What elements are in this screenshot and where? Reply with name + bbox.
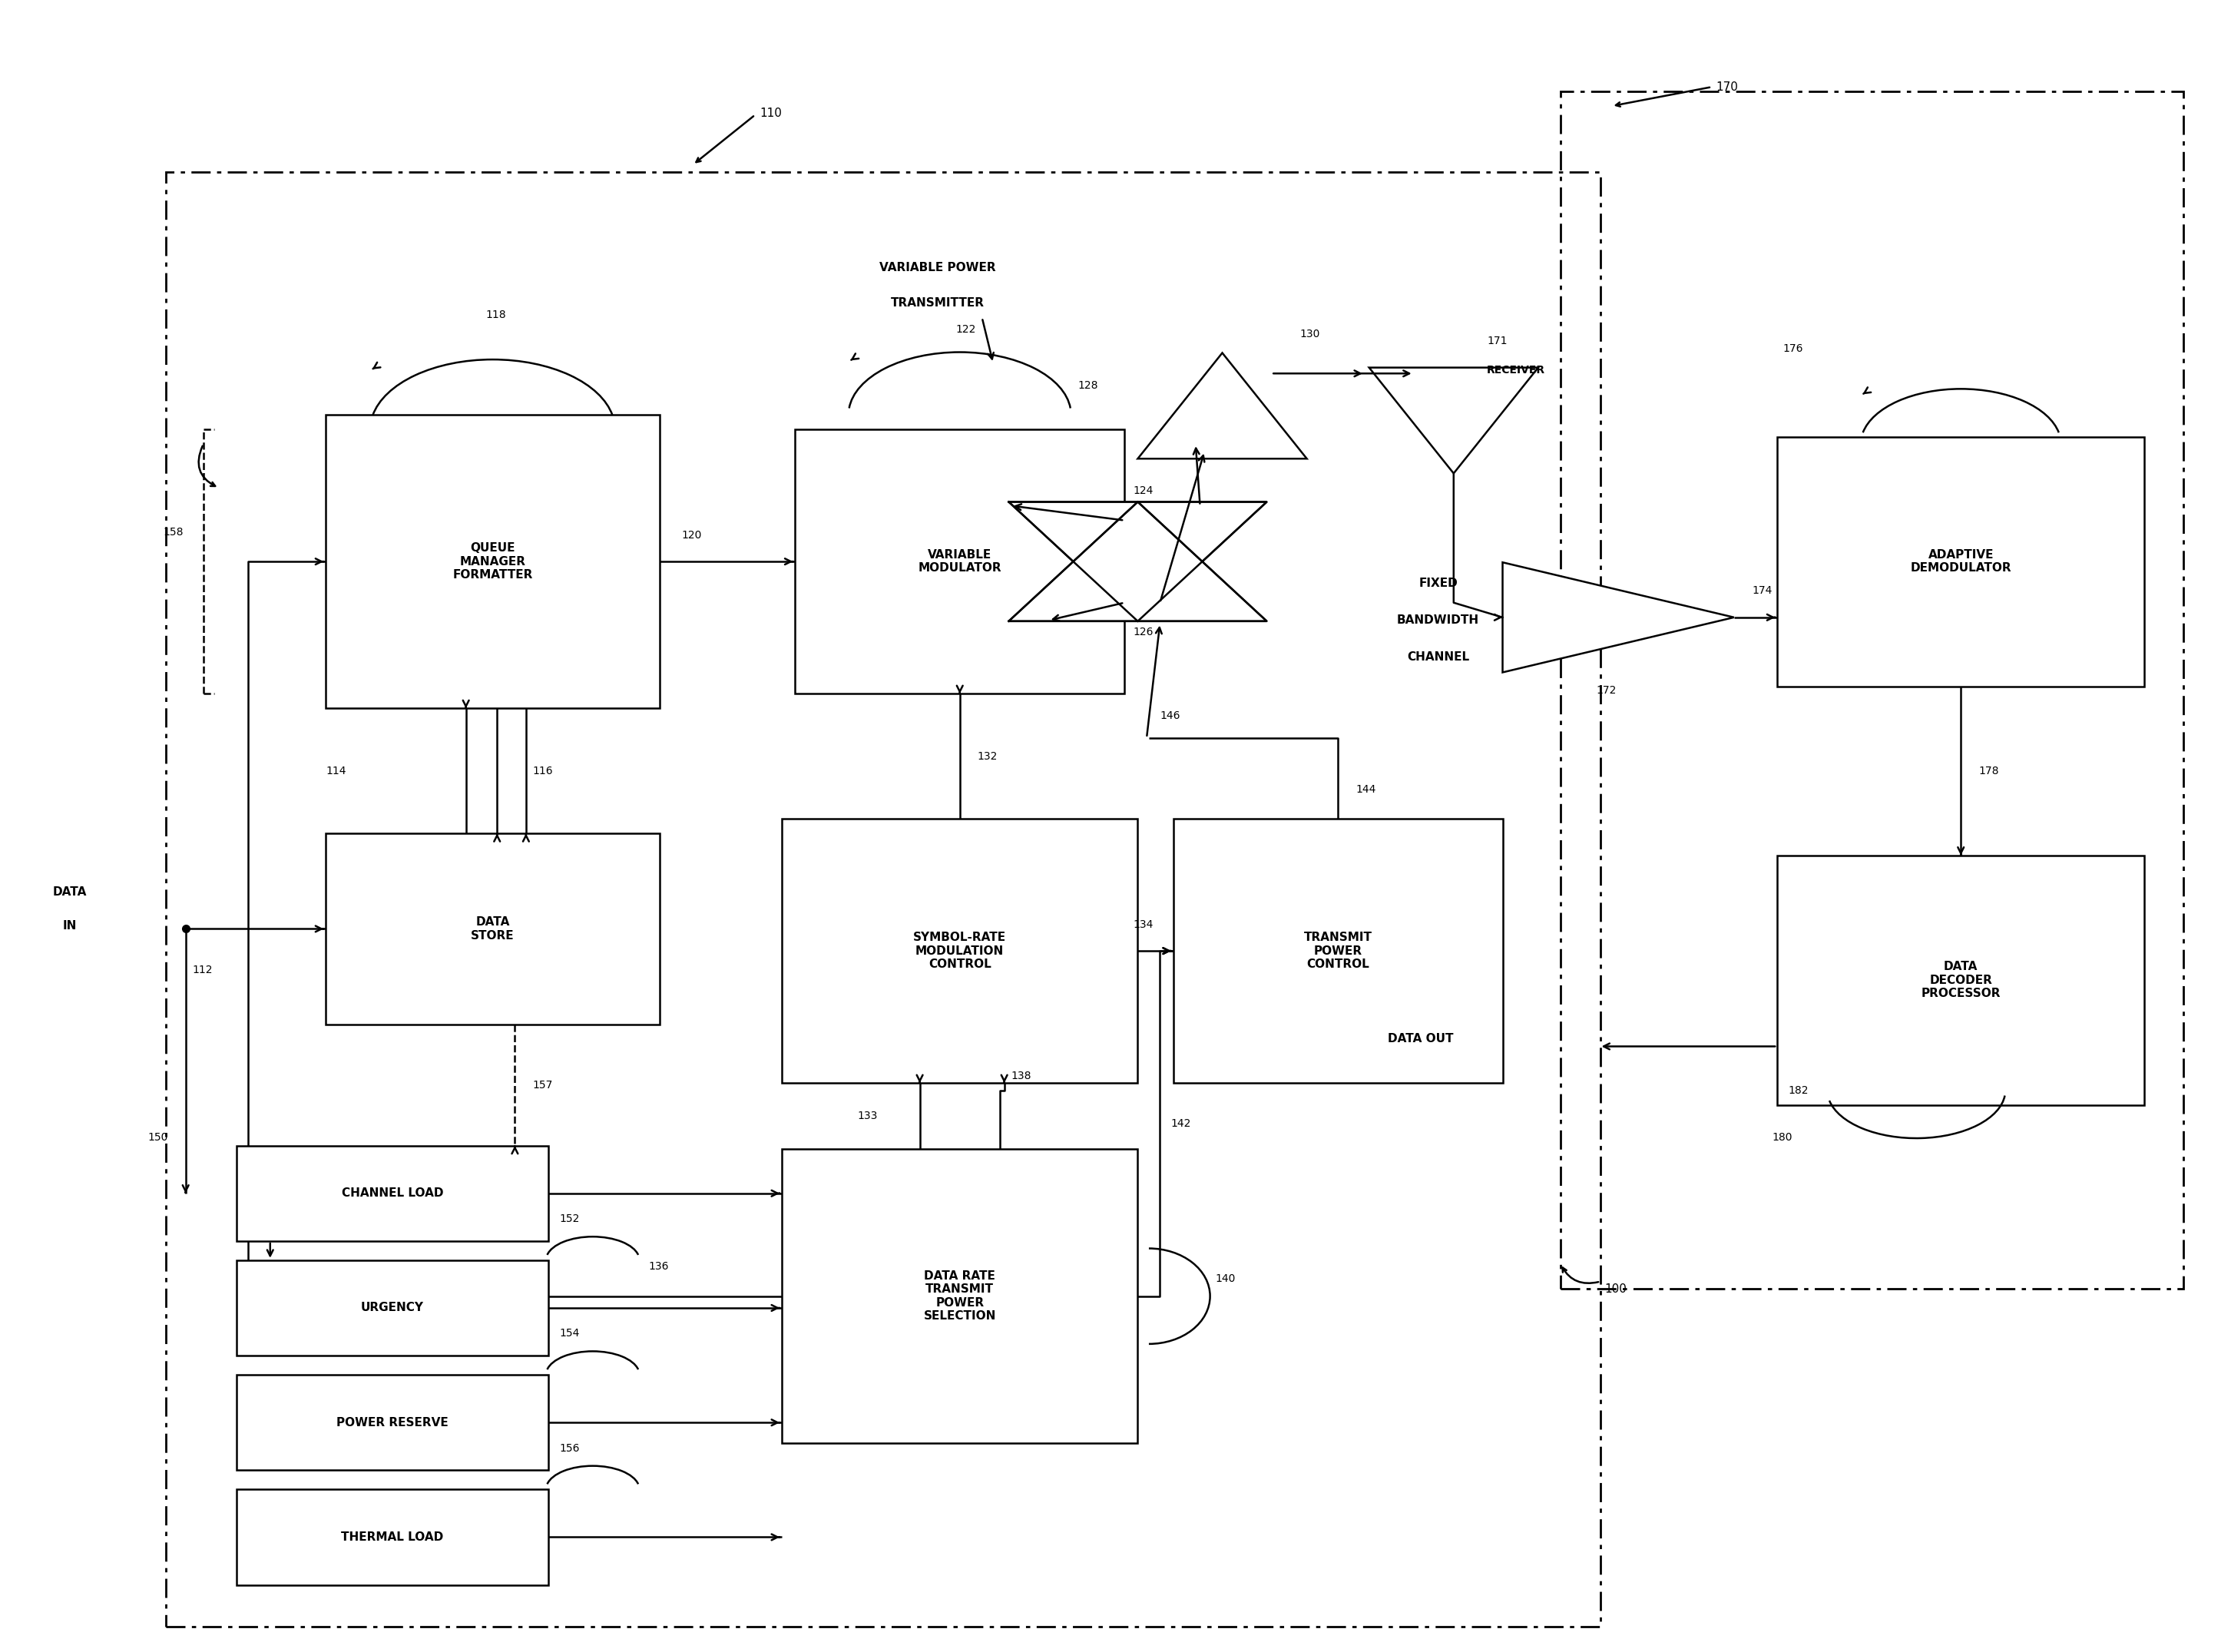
Text: 174: 174 xyxy=(1751,585,1771,596)
Bar xyxy=(1559,91,2184,1289)
Text: 144: 144 xyxy=(1356,785,1377,795)
Text: 171: 171 xyxy=(1488,335,1508,347)
FancyBboxPatch shape xyxy=(1174,819,1504,1084)
Text: ADAPTIVE
DEMODULATOR: ADAPTIVE DEMODULATOR xyxy=(1910,548,2012,573)
Text: 170: 170 xyxy=(1716,81,1738,93)
Text: 138: 138 xyxy=(1011,1070,1031,1080)
Text: 140: 140 xyxy=(1216,1274,1236,1284)
Text: SYMBOL-RATE
MODULATION
CONTROL: SYMBOL-RATE MODULATION CONTROL xyxy=(912,932,1006,970)
FancyBboxPatch shape xyxy=(781,1150,1138,1444)
FancyBboxPatch shape xyxy=(236,1490,549,1584)
Text: 116: 116 xyxy=(533,765,553,776)
Text: IN: IN xyxy=(62,920,78,932)
Text: 118: 118 xyxy=(486,309,506,320)
Text: 128: 128 xyxy=(1078,380,1098,390)
Text: 134: 134 xyxy=(1133,919,1153,930)
Text: 154: 154 xyxy=(560,1328,580,1340)
Text: 100: 100 xyxy=(1604,1284,1626,1295)
Text: 176: 176 xyxy=(1783,344,1803,354)
Text: DATA: DATA xyxy=(54,887,87,899)
Text: CHANNEL LOAD: CHANNEL LOAD xyxy=(341,1188,444,1199)
FancyBboxPatch shape xyxy=(326,415,660,709)
Text: VARIABLE POWER: VARIABLE POWER xyxy=(879,263,995,274)
FancyBboxPatch shape xyxy=(1778,856,2144,1105)
Text: 122: 122 xyxy=(955,324,975,335)
Text: 124: 124 xyxy=(1133,486,1153,496)
Text: DATA OUT: DATA OUT xyxy=(1388,1032,1455,1044)
FancyBboxPatch shape xyxy=(236,1374,549,1470)
FancyBboxPatch shape xyxy=(236,1145,549,1241)
Text: 132: 132 xyxy=(977,750,997,762)
Text: RECEIVER: RECEIVER xyxy=(1488,365,1546,377)
Text: TRANSMIT
POWER
CONTROL: TRANSMIT POWER CONTROL xyxy=(1303,932,1372,970)
FancyBboxPatch shape xyxy=(1778,436,2144,687)
Text: VARIABLE
MODULATOR: VARIABLE MODULATOR xyxy=(919,548,1002,573)
Text: 172: 172 xyxy=(1595,686,1615,695)
Text: 120: 120 xyxy=(683,530,703,540)
FancyBboxPatch shape xyxy=(794,430,1124,694)
FancyBboxPatch shape xyxy=(781,819,1138,1084)
Text: 150: 150 xyxy=(147,1132,167,1143)
Text: TRANSMITTER: TRANSMITTER xyxy=(890,297,984,309)
Text: CHANNEL: CHANNEL xyxy=(1408,651,1470,662)
Polygon shape xyxy=(1370,368,1537,474)
Text: BANDWIDTH: BANDWIDTH xyxy=(1397,615,1479,626)
Text: DATA
STORE: DATA STORE xyxy=(471,917,515,942)
Text: 136: 136 xyxy=(649,1262,669,1272)
Text: 114: 114 xyxy=(326,765,346,776)
Text: 157: 157 xyxy=(533,1080,553,1090)
Text: FIXED: FIXED xyxy=(1419,578,1457,590)
Text: 110: 110 xyxy=(759,107,781,119)
Text: 130: 130 xyxy=(1301,329,1321,339)
Text: QUEUE
MANAGER
FORMATTER: QUEUE MANAGER FORMATTER xyxy=(453,542,533,580)
Text: DATA
DECODER
PROCESSOR: DATA DECODER PROCESSOR xyxy=(1921,961,2001,999)
Text: DATA RATE
TRANSMIT
POWER
SELECTION: DATA RATE TRANSMIT POWER SELECTION xyxy=(924,1270,995,1322)
Text: 152: 152 xyxy=(560,1214,580,1224)
Text: 156: 156 xyxy=(560,1442,580,1454)
FancyBboxPatch shape xyxy=(236,1260,549,1356)
Text: 158: 158 xyxy=(163,527,183,537)
Text: 180: 180 xyxy=(1771,1132,1791,1143)
Text: 178: 178 xyxy=(1979,765,1999,776)
Polygon shape xyxy=(1008,502,1267,621)
Text: 126: 126 xyxy=(1133,626,1153,638)
FancyBboxPatch shape xyxy=(326,833,660,1024)
Polygon shape xyxy=(1504,562,1733,672)
Text: POWER RESERVE: POWER RESERVE xyxy=(337,1417,448,1429)
Text: THERMAL LOAD: THERMAL LOAD xyxy=(341,1531,444,1543)
Text: 133: 133 xyxy=(857,1110,877,1122)
Bar xyxy=(165,172,1600,1627)
Polygon shape xyxy=(1138,354,1307,459)
Text: URGENCY: URGENCY xyxy=(361,1302,424,1313)
Polygon shape xyxy=(1008,502,1267,621)
Text: 112: 112 xyxy=(192,965,212,975)
Text: 146: 146 xyxy=(1160,710,1180,722)
Text: 182: 182 xyxy=(1789,1085,1809,1095)
Text: 142: 142 xyxy=(1171,1118,1191,1128)
